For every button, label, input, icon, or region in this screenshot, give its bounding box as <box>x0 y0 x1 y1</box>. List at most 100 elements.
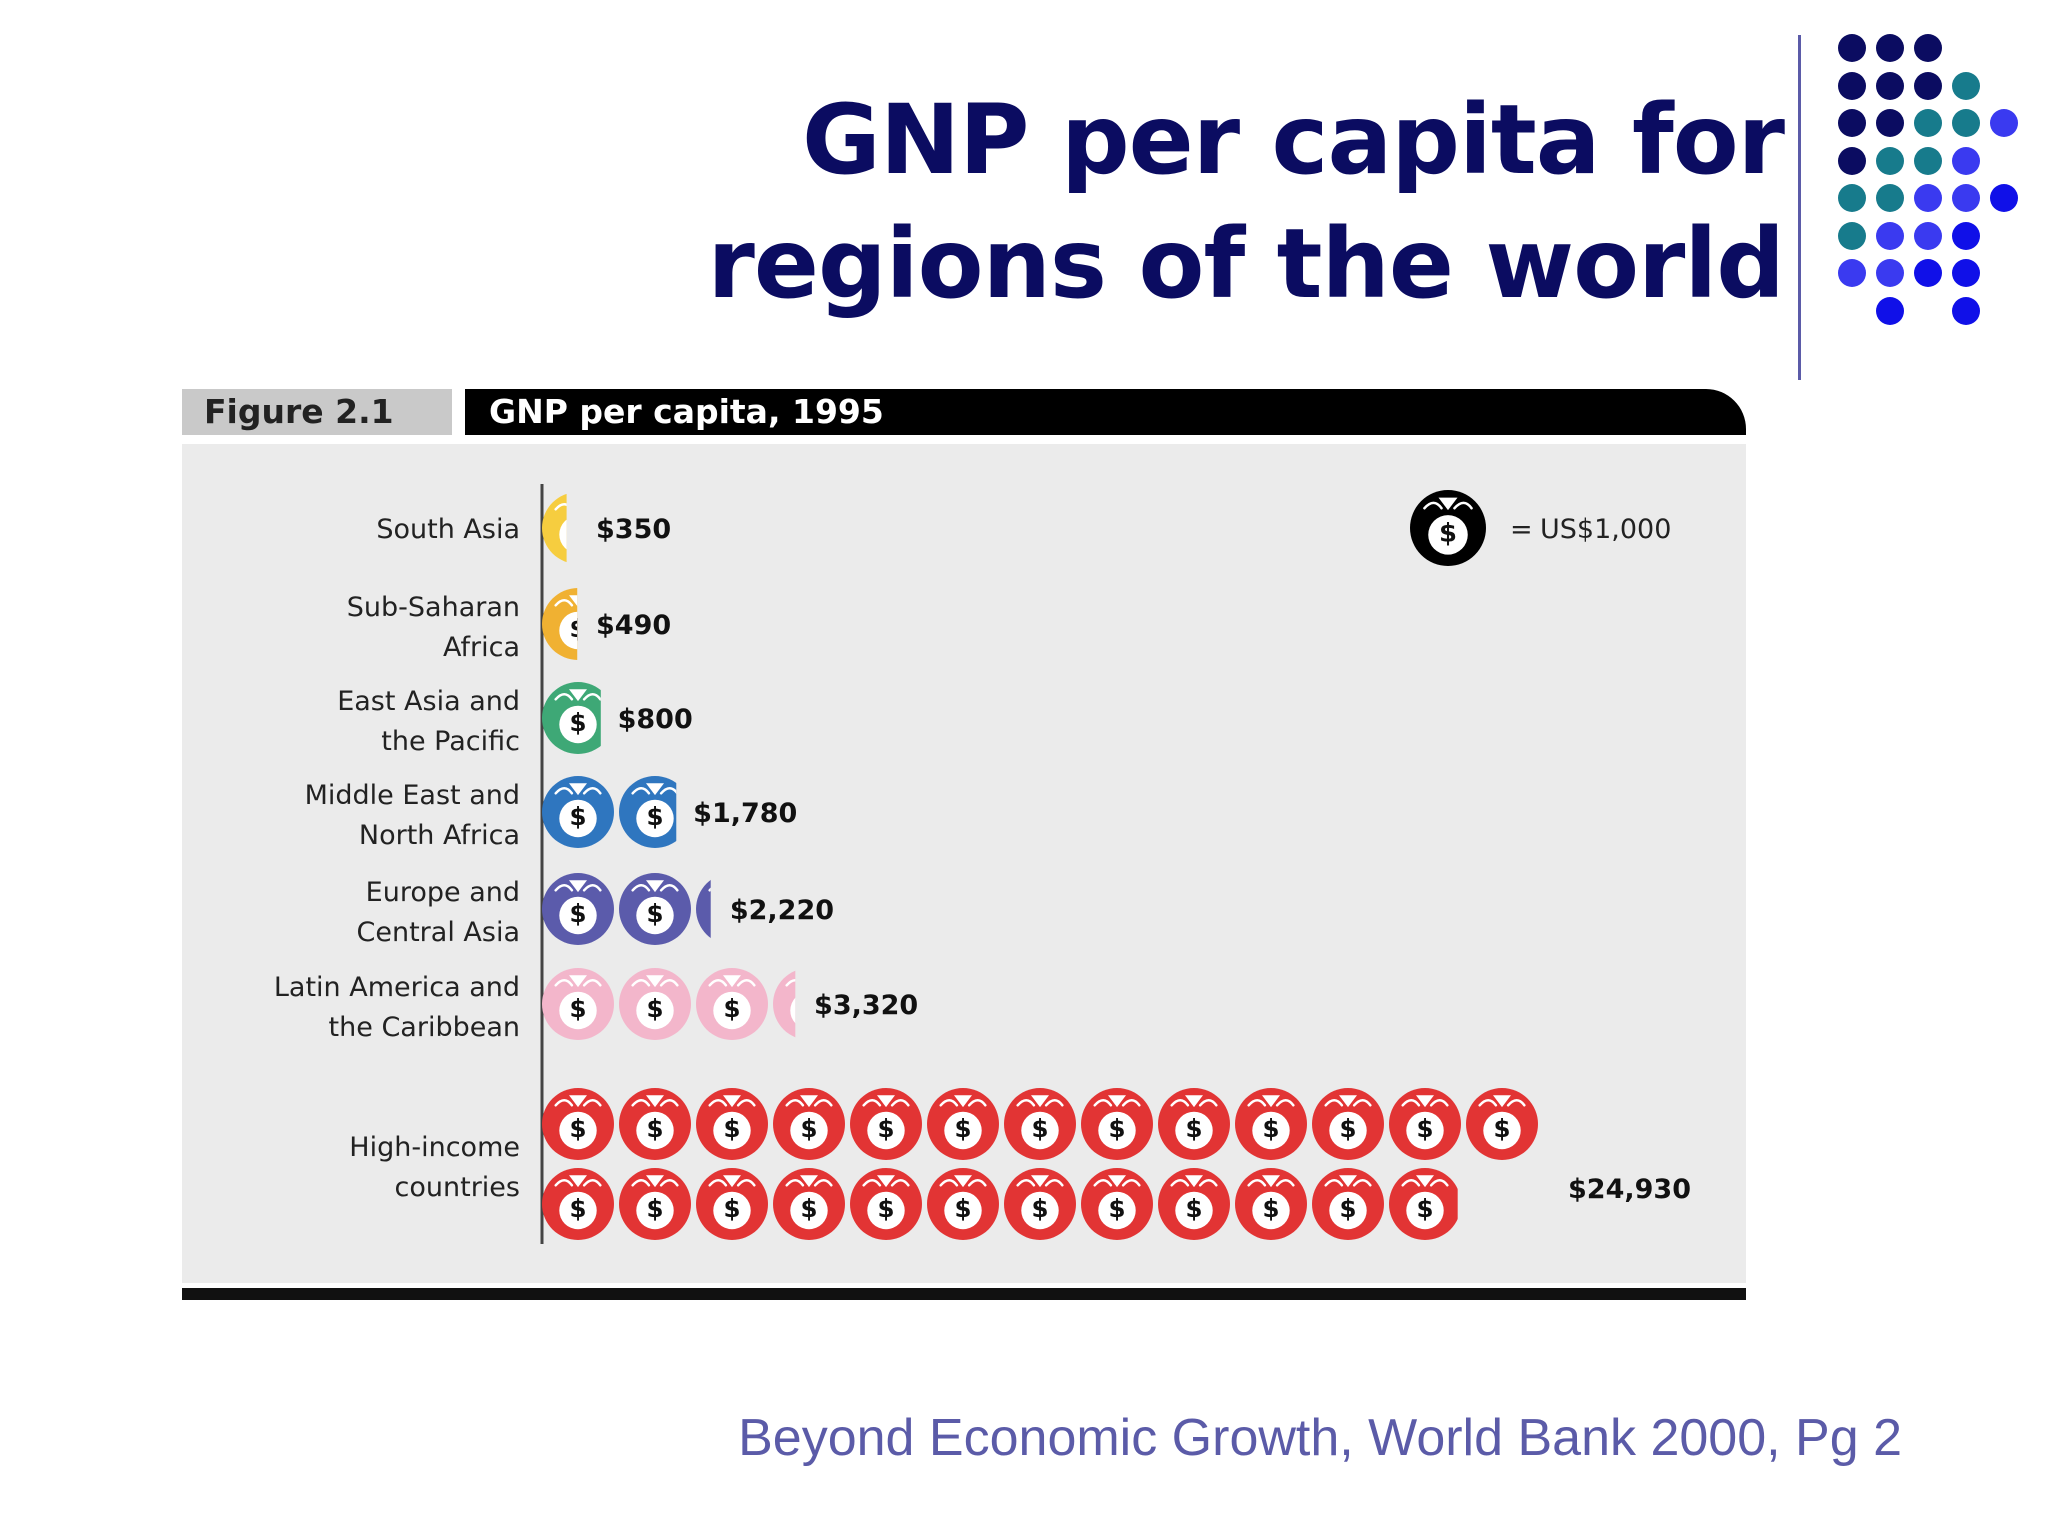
region-row: South Asia $ $350 <box>376 493 671 563</box>
category-label: Sub-Saharan Africa <box>347 592 520 663</box>
money-bag-icon: $ <box>542 776 614 848</box>
svg-text:$: $ <box>569 1114 586 1143</box>
svg-text:$: $ <box>1416 1114 1433 1143</box>
svg-text:$: $ <box>877 1194 894 1223</box>
svg-text:$: $ <box>1439 519 1457 549</box>
svg-text:$: $ <box>723 994 740 1023</box>
money-bag-icon: $ <box>773 1168 845 1240</box>
decorative-dot <box>1952 296 1980 325</box>
svg-text:$: $ <box>1339 1194 1356 1223</box>
decorative-dot <box>1876 34 1904 62</box>
svg-text:$: $ <box>1108 1194 1125 1223</box>
money-bag-icon: $ <box>927 1088 999 1160</box>
svg-text:$: $ <box>1031 1114 1048 1143</box>
svg-text:$: $ <box>646 802 663 831</box>
money-bag-icon: $ <box>773 970 796 1038</box>
legend-text: US$1,000 <box>1540 514 1671 545</box>
svg-text:$: $ <box>646 994 663 1023</box>
decorative-dot <box>1876 296 1904 325</box>
money-bag-icon: $ <box>1081 1168 1153 1240</box>
category-label: East Asia and the Pacific <box>337 686 520 757</box>
value-label: $800 <box>618 704 693 735</box>
figure-title: GNP per capita, 1995 <box>465 389 1746 435</box>
money-bag-icon: $ <box>1235 1168 1307 1240</box>
value-label: $1,780 <box>693 798 797 829</box>
svg-text:$: $ <box>569 899 586 928</box>
region-row: Sub-Saharan Africa $ $490 <box>347 588 671 663</box>
money-bag-icon: $ <box>619 873 691 945</box>
money-bag-icon: $ <box>542 493 567 563</box>
money-bag-icon: $ <box>542 1168 614 1240</box>
svg-text:$: $ <box>569 614 586 643</box>
legend: $ = US$1,000 <box>1410 490 1671 566</box>
decorative-dot <box>1914 184 1942 212</box>
money-bag-icon: $ <box>1158 1168 1230 1240</box>
category-label: Latin America and the Caribbean <box>274 972 520 1043</box>
money-bag-icon: $ <box>696 968 768 1040</box>
svg-text:$: $ <box>1185 1194 1202 1223</box>
decorative-dot <box>1838 109 1866 137</box>
value-label: $24,930 <box>1568 1174 1691 1205</box>
money-bag-icon: $ <box>1235 1088 1307 1160</box>
decorative-dot <box>1838 259 1866 287</box>
money-bag-icon: $ <box>850 1168 922 1240</box>
decorative-dot <box>1876 109 1904 137</box>
decorative-dot <box>1838 71 1866 100</box>
decorative-dot <box>1952 71 1980 100</box>
money-bag-icon: $ <box>696 1168 768 1240</box>
value-label: $350 <box>596 514 671 545</box>
money-bag-icon: $ <box>1081 1088 1153 1160</box>
region-row: Europe and Central Asia $ $ $ $2,220 <box>357 873 834 948</box>
decorative-dot <box>1914 259 1942 287</box>
money-bag-icon: $ <box>1466 1088 1538 1160</box>
decorative-dot <box>1914 221 1942 250</box>
decorative-dot <box>1990 184 2018 212</box>
figure: Figure 2.1 GNP per capita, 1995 South As… <box>182 389 1746 1300</box>
money-bag-icon: $ <box>850 1088 922 1160</box>
svg-text:$: $ <box>569 1194 586 1223</box>
svg-text:$: $ <box>723 1194 740 1223</box>
decorative-dot <box>1914 71 1942 100</box>
money-bag-icon: $ <box>542 873 614 945</box>
svg-text:$: $ <box>723 1114 740 1143</box>
svg-text:$: $ <box>569 802 586 831</box>
svg-text:$: $ <box>954 1194 971 1223</box>
decorative-dot <box>1952 146 1980 175</box>
source-citation: Beyond Economic Growth, World Bank 2000,… <box>738 1409 1902 1467</box>
decorative-dot <box>1876 71 1904 100</box>
svg-text:$: $ <box>1262 1114 1279 1143</box>
money-bag-icon: $ <box>1410 490 1486 566</box>
money-bag-icon: $ <box>542 1088 614 1160</box>
figure-bottom-rule <box>182 1288 1746 1300</box>
decorative-dot <box>1876 221 1904 250</box>
svg-text:$: $ <box>569 994 586 1023</box>
money-bag-icon: $ <box>542 968 614 1040</box>
category-label: Middle East and North Africa <box>305 780 520 851</box>
value-label: $2,220 <box>730 895 834 926</box>
category-label: South Asia <box>376 514 520 545</box>
money-bag-icon: $ <box>1312 1168 1384 1240</box>
decorative-dot <box>1914 109 1942 137</box>
svg-text:$: $ <box>800 1194 817 1223</box>
svg-text:$: $ <box>800 1114 817 1143</box>
category-label: High-income countries <box>349 1132 520 1203</box>
decorative-dot <box>1838 221 1866 250</box>
slide-title-line-1: GNP per capita for <box>802 84 1785 196</box>
region-row: East Asia and the Pacific $ $800 <box>337 682 693 757</box>
svg-text:$: $ <box>646 1114 663 1143</box>
legend-equals: = <box>1510 514 1533 545</box>
money-bag-icon: $ <box>927 1168 999 1240</box>
money-bag-icon: $ <box>1004 1088 1076 1160</box>
money-bag-icon: $ <box>619 1088 691 1160</box>
value-label: $3,320 <box>814 990 918 1021</box>
svg-text:$: $ <box>1108 1114 1125 1143</box>
money-bag-icon: $ <box>1389 1168 1458 1240</box>
category-label: Europe and Central Asia <box>357 877 520 948</box>
decorative-dot <box>1876 146 1904 175</box>
value-label: $490 <box>596 610 671 641</box>
decorative-dot <box>1838 146 1866 175</box>
decorative-dot <box>1952 259 1980 287</box>
decorative-dot <box>1952 221 1980 250</box>
svg-text:$: $ <box>569 708 586 737</box>
figure-label: Figure 2.1 <box>182 389 452 435</box>
